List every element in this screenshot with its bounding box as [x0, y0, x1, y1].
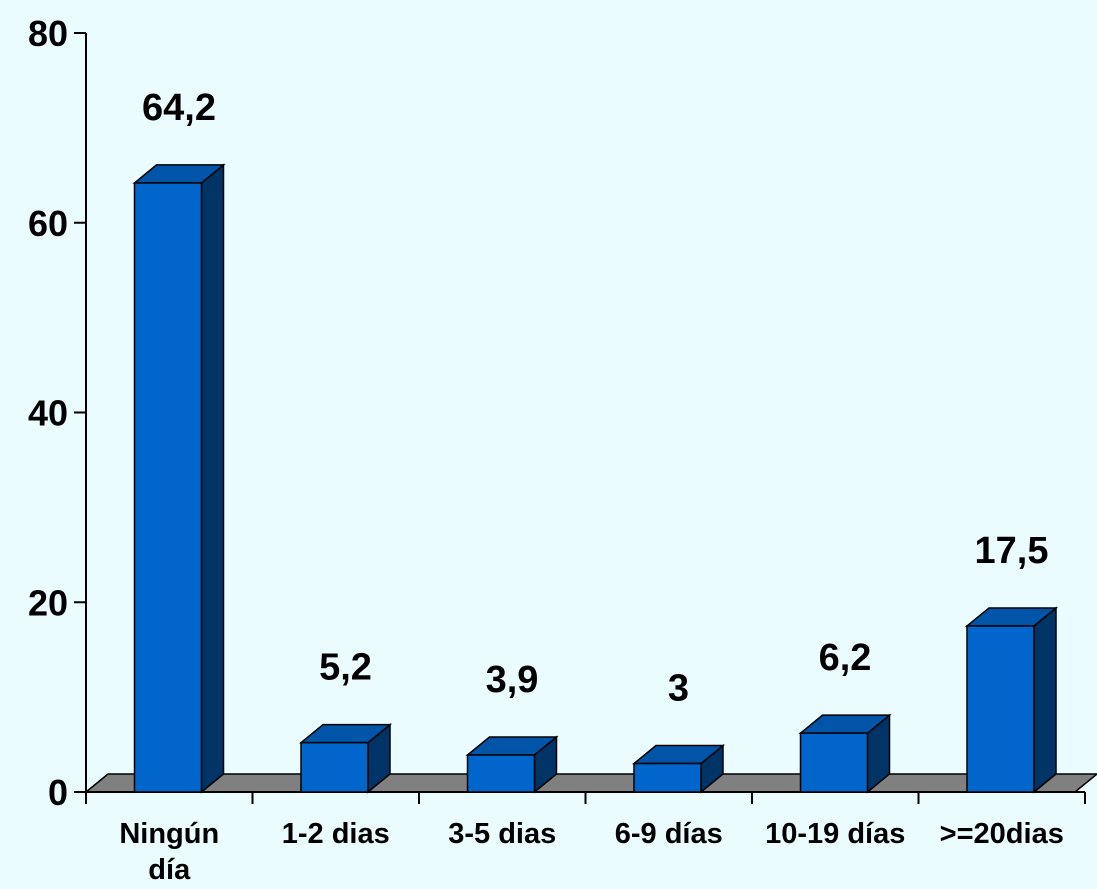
x-tick-label: Ningún día	[119, 818, 219, 886]
x-tick-label: 6-9 días	[615, 818, 723, 850]
bar	[465, 735, 559, 794]
data-label: 3,9	[486, 659, 539, 701]
data-label: 17,5	[975, 530, 1049, 572]
bar-front	[966, 625, 1035, 793]
y-tick-label: 60	[28, 203, 68, 244]
x-tick-label: 10-19 días	[765, 818, 905, 850]
bar-side	[200, 163, 225, 794]
data-label: 64,2	[142, 87, 216, 129]
data-label: 5,2	[319, 647, 372, 689]
y-tick-label: 0	[48, 772, 68, 813]
bar-front	[633, 762, 702, 793]
y-tick-label: 20	[28, 582, 68, 623]
bar-side	[1033, 606, 1057, 794]
x-tick-label: 3-5 dias	[448, 818, 556, 850]
bar	[798, 713, 892, 794]
bar	[132, 163, 226, 794]
y-tick-label: 40	[28, 393, 68, 434]
bar-front	[799, 732, 869, 793]
data-label: 6,2	[819, 637, 872, 679]
bar	[298, 723, 393, 794]
bar-front	[466, 754, 536, 793]
data-label: 3	[668, 668, 689, 710]
bar-front	[300, 741, 369, 793]
x-tick-label: >=20dias	[940, 818, 1064, 850]
y-tick-label: 80	[28, 13, 68, 54]
bar	[631, 743, 726, 794]
bar-front	[133, 182, 203, 793]
bar	[964, 606, 1059, 794]
x-tick-label: 1-2 dias	[282, 818, 390, 850]
chart-floor	[83, 773, 1097, 793]
